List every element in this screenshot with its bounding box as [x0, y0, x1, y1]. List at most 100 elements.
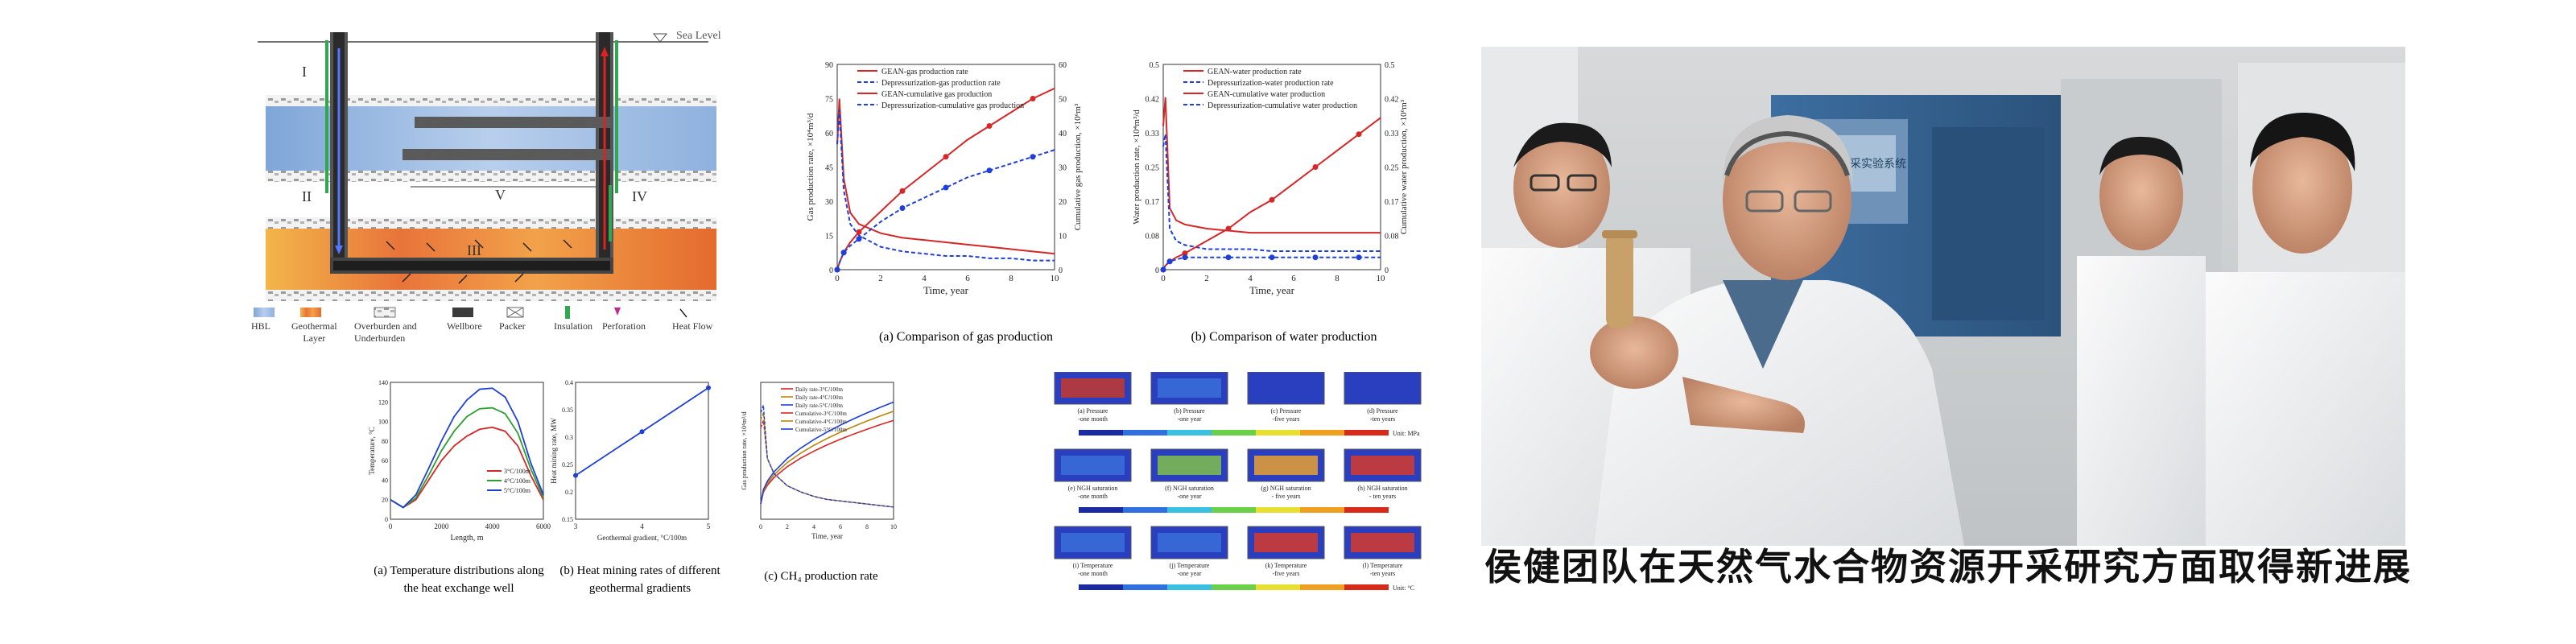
- plot-frame: [575, 382, 709, 520]
- colorbar-segment: [1256, 584, 1300, 590]
- contour-panel: (k) Temperature-five years: [1247, 526, 1325, 577]
- legend-overburden: Overburden and Underburden: [354, 320, 417, 344]
- y-tick-label: 75: [825, 96, 833, 105]
- legend-label: Cumulative-4°C/100m: [795, 419, 847, 425]
- y-tick-label: 0.2: [565, 489, 573, 496]
- legend-label: GEAN-cumulative water production: [1208, 90, 1325, 99]
- y-tick-label: 30: [825, 198, 833, 207]
- x-tick-label: 4000: [485, 522, 501, 530]
- legend-label: Cumulative-3°C/100m: [795, 411, 847, 417]
- data-point: [1182, 254, 1188, 261]
- y-tick-label: 0.25: [1146, 164, 1160, 173]
- x-tick-label: 0: [389, 522, 393, 530]
- x-tick-label: 0: [1161, 274, 1166, 283]
- data-point: [1166, 258, 1173, 265]
- x-axis-label: Length, m: [450, 534, 483, 543]
- y2-tick-label: 0.25: [1385, 164, 1399, 173]
- contour-label: -ten years: [1370, 570, 1395, 577]
- series-line: [760, 401, 894, 505]
- contour-panel: (d) Pressure-ten years: [1344, 372, 1422, 423]
- svg-text:III: III: [467, 242, 481, 258]
- x-tick-label: 4: [1248, 274, 1253, 283]
- y-tick-label: 0.33: [1146, 130, 1160, 138]
- data-point: [1030, 96, 1036, 101]
- contour-panel: (l) Temperature-ten years: [1344, 526, 1422, 577]
- contour-panel: (b) Pressure-one year: [1150, 372, 1228, 423]
- contour-region: [1351, 533, 1414, 552]
- x-tick-label: 6000: [536, 522, 551, 530]
- y2-tick-label: 0: [1059, 266, 1063, 275]
- data-point: [1356, 254, 1362, 261]
- legend-label: Depressurization-cumulative gas producti…: [881, 101, 1024, 110]
- data-point: [1030, 154, 1036, 160]
- svg-text:V: V: [495, 187, 506, 203]
- y-axis-label: Water production rate, ×10⁴m³/d: [1132, 109, 1141, 225]
- svg-text:II: II: [302, 188, 312, 204]
- y2-tick-label: 30: [1059, 164, 1067, 173]
- y-tick-label: 0.4: [565, 379, 573, 386]
- x-tick-label: 2: [1204, 274, 1209, 283]
- ch4-production-chart: 0 2 4 6 8 10 Time, year Gas production rate, ×1…: [741, 382, 897, 540]
- legend-label: Depressurization-water production rate: [1208, 79, 1334, 88]
- legend-label: 3°C/100m: [504, 468, 531, 475]
- legend-label: 5°C/100m: [504, 487, 531, 494]
- y-tick-label: 0.42: [1146, 96, 1160, 105]
- sea-level-label: Sea Level: [676, 30, 721, 42]
- y2-tick-label: 0.08: [1385, 233, 1399, 242]
- contour-region: [1061, 378, 1125, 398]
- well-schematic: Sea Level I II III IV V: [242, 16, 733, 354]
- y-tick-label: 40: [382, 477, 388, 484]
- series-line: [760, 411, 894, 505]
- series-line: [390, 426, 544, 509]
- colorbar-segment: [1079, 430, 1123, 436]
- y2-tick-label: 20: [1059, 198, 1067, 207]
- colorbar-segment: [1300, 430, 1344, 436]
- series-line: [390, 387, 544, 509]
- headline-title: 侯健团队在天然气水合物资源开采研究方面取得新进展: [1484, 545, 2412, 588]
- y-axis-label: Gas production rate, ×10⁴m³/d: [806, 113, 815, 221]
- schematic-legend: HBL Geothermal Layer Overburden and Unde…: [242, 320, 733, 353]
- series-line: [760, 419, 894, 508]
- x-tick-label: 10: [1051, 274, 1060, 283]
- y2-tick-label: 10: [1059, 233, 1067, 242]
- legend-label: Daily rate-4°C/100m: [795, 394, 844, 401]
- data-point: [1312, 164, 1319, 170]
- legend-heat-flow: Heat Flow: [672, 320, 713, 332]
- y-tick-label: 0: [829, 266, 833, 275]
- contour-label: -five years: [1273, 570, 1300, 577]
- data-point: [1356, 131, 1362, 138]
- x-tick-label: 8: [1335, 274, 1340, 283]
- contour-region: [1158, 533, 1221, 552]
- y-tick-label: 45: [825, 164, 833, 173]
- lab-photo: 水合物开采实验系统: [1481, 47, 2405, 546]
- y-axis-label: Heat mining rate, MW: [550, 418, 558, 484]
- x-tick-label: 6: [1291, 274, 1296, 283]
- contour-label: (j) Temperature: [1170, 562, 1210, 569]
- legend-label: GEAN-water production rate: [1208, 68, 1302, 76]
- legend-label: 4°C/100m: [504, 477, 531, 485]
- contour-grid: (a) Pressure-one month(b) Pressure-one y…: [1054, 372, 1422, 592]
- contour-panel: (j) Temperature-one year: [1150, 526, 1228, 577]
- contour-label: (k) Temperature: [1265, 562, 1307, 569]
- data-point: [899, 188, 906, 194]
- y2-tick-label: 0.42: [1385, 96, 1399, 105]
- legend-label: Daily rate-3°C/100m: [795, 386, 844, 393]
- y-tick-label: 0.5: [1150, 61, 1160, 70]
- contour-label: (b) Pressure: [1174, 407, 1205, 415]
- y2-tick-label: 40: [1059, 130, 1067, 138]
- colorbar-segment: [1212, 430, 1256, 436]
- x-tick-label: 0: [835, 274, 840, 283]
- series-line: [760, 419, 894, 505]
- contour-region: [1254, 456, 1318, 475]
- series-line: [760, 412, 894, 508]
- colorbar-segment: [1167, 584, 1212, 590]
- contour-label: -one year: [1178, 493, 1202, 500]
- y-tick-label: 20: [382, 497, 388, 504]
- data-point: [639, 429, 645, 435]
- x-axis-label: Time, year: [923, 284, 969, 296]
- legend-perforation: Perforation: [602, 320, 646, 332]
- colorbar-segment: [1212, 507, 1256, 513]
- colorbar-segment: [1300, 584, 1344, 590]
- colorbar-segment: [1256, 430, 1300, 436]
- contour-panel: (e) NGH saturation-one month: [1054, 448, 1132, 500]
